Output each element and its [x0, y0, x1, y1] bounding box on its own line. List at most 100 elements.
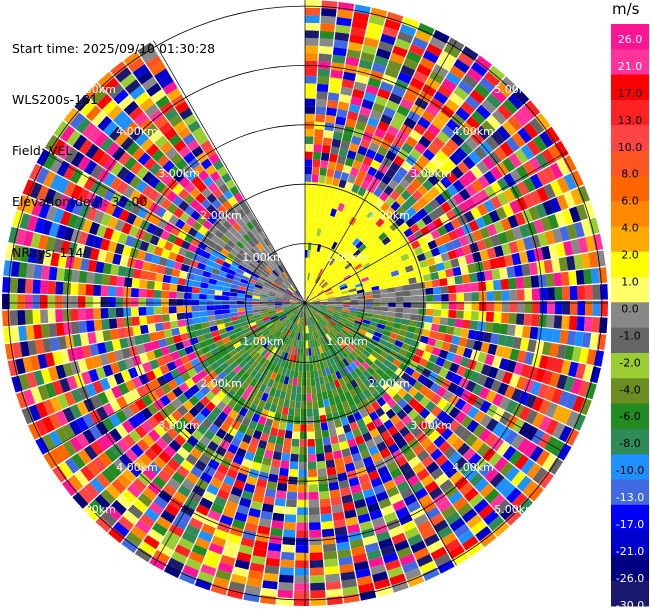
velocity-gate: [129, 85, 146, 100]
velocity-gate: [52, 465, 68, 483]
velocity-gate: [97, 152, 112, 168]
velocity-gate: [62, 309, 71, 322]
velocity-gate: [283, 529, 296, 538]
velocity-gate: [483, 236, 494, 249]
velocity-gate: [49, 174, 63, 191]
velocity-gate: [195, 504, 210, 517]
velocity-gate: [213, 366, 224, 376]
range-ring-labels: 1.00km1.00km1.00km1.00km2.00km2.00km2.00…: [74, 83, 536, 516]
velocity-gate: [348, 477, 360, 487]
velocity-gate: [454, 226, 466, 238]
velocity-gate: [273, 259, 280, 267]
velocity-gate: [298, 469, 308, 478]
velocity-gate: [260, 328, 269, 335]
velocity-gate: [241, 275, 250, 282]
velocity-gate: [254, 284, 263, 289]
velocity-gate: [221, 300, 230, 305]
velocity-gate: [345, 197, 354, 208]
velocity-gate: [424, 412, 437, 425]
velocity-gate: [372, 391, 382, 401]
velocity-gate: [208, 423, 220, 435]
velocity-gate: [311, 306, 319, 311]
velocity-gate: [556, 176, 570, 194]
velocity-gate: [430, 448, 443, 461]
velocity-gate: [193, 274, 203, 282]
velocity-gate: [326, 358, 332, 367]
velocity-gate: [387, 425, 399, 437]
velocity-gate: [311, 355, 316, 364]
velocity-gate: [305, 303, 307, 311]
velocity-gate: [183, 388, 195, 400]
velocity-gate: [153, 298, 162, 307]
velocity-gate: [114, 131, 129, 146]
velocity-gate: [412, 443, 425, 456]
velocity-gate: [293, 307, 300, 314]
velocity-gate: [163, 564, 182, 579]
velocity-gate: [207, 370, 218, 381]
velocity-gate: [312, 303, 321, 305]
velocity-gate: [195, 379, 206, 390]
velocity-gate: [35, 437, 50, 455]
velocity-gate: [354, 4, 371, 15]
velocity-gate: [223, 432, 234, 444]
velocity-gate: [153, 424, 166, 437]
velocity-gate: [33, 370, 45, 386]
velocity-gate: [336, 16, 352, 27]
velocity-gate: [231, 319, 240, 326]
velocity-gate: [476, 203, 489, 216]
velocity-gate: [570, 170, 584, 188]
velocity-gate: [75, 416, 89, 432]
velocity-gate: [322, 335, 328, 344]
velocity-gate: [187, 352, 197, 362]
velocity-gate: [271, 458, 281, 468]
velocity-gate: [161, 432, 174, 445]
velocity-gate: [221, 336, 231, 344]
velocity-gate: [203, 351, 214, 360]
velocity-gate: [165, 146, 178, 160]
velocity-gate: [290, 339, 296, 347]
velocity-gate: [307, 439, 315, 447]
velocity-gate: [452, 354, 463, 365]
velocity-gate: [280, 414, 288, 423]
velocity-gate: [188, 491, 202, 504]
velocity-gate: [380, 302, 389, 307]
velocity-gate: [90, 440, 104, 456]
velocity-gate: [332, 288, 341, 293]
velocity-gate: [141, 48, 159, 64]
velocity-gate: [210, 583, 228, 596]
velocity-gate: [182, 564, 199, 578]
velocity-gate: [306, 310, 308, 318]
velocity-gate: [585, 301, 593, 316]
velocity-gate: [545, 419, 559, 436]
velocity-gate: [313, 331, 318, 340]
velocity-gate: [108, 413, 122, 428]
velocity-gate: [198, 453, 211, 465]
velocity-gate: [85, 233, 96, 247]
velocity-gate: [141, 76, 158, 91]
velocity-gate: [337, 548, 352, 559]
velocity-gate: [282, 298, 291, 301]
velocity-gate: [92, 236, 103, 249]
velocity-gate: [399, 426, 411, 438]
velocity-gate: [224, 415, 235, 427]
velocity-gate: [439, 213, 451, 225]
velocity-gate: [310, 189, 318, 198]
velocity-gate: [218, 328, 227, 335]
velocity-gate: [454, 476, 469, 491]
velocity-gate: [319, 361, 325, 370]
velocity-gate: [505, 509, 522, 526]
velocity-gate: [105, 484, 121, 500]
velocity-gate: [347, 317, 356, 323]
velocity-gate: [352, 428, 362, 438]
velocity-gate: [325, 324, 333, 331]
velocity-gate: [246, 221, 255, 231]
velocity-gate: [70, 184, 83, 200]
velocity-gate: [316, 322, 322, 330]
velocity-gate: [113, 521, 130, 538]
velocity-gate: [490, 437, 504, 452]
velocity-gate: [364, 309, 373, 314]
velocity-gate: [221, 295, 230, 301]
velocity-gate: [267, 299, 275, 302]
velocity-gate: [263, 237, 271, 247]
velocity-gate: [330, 269, 337, 276]
